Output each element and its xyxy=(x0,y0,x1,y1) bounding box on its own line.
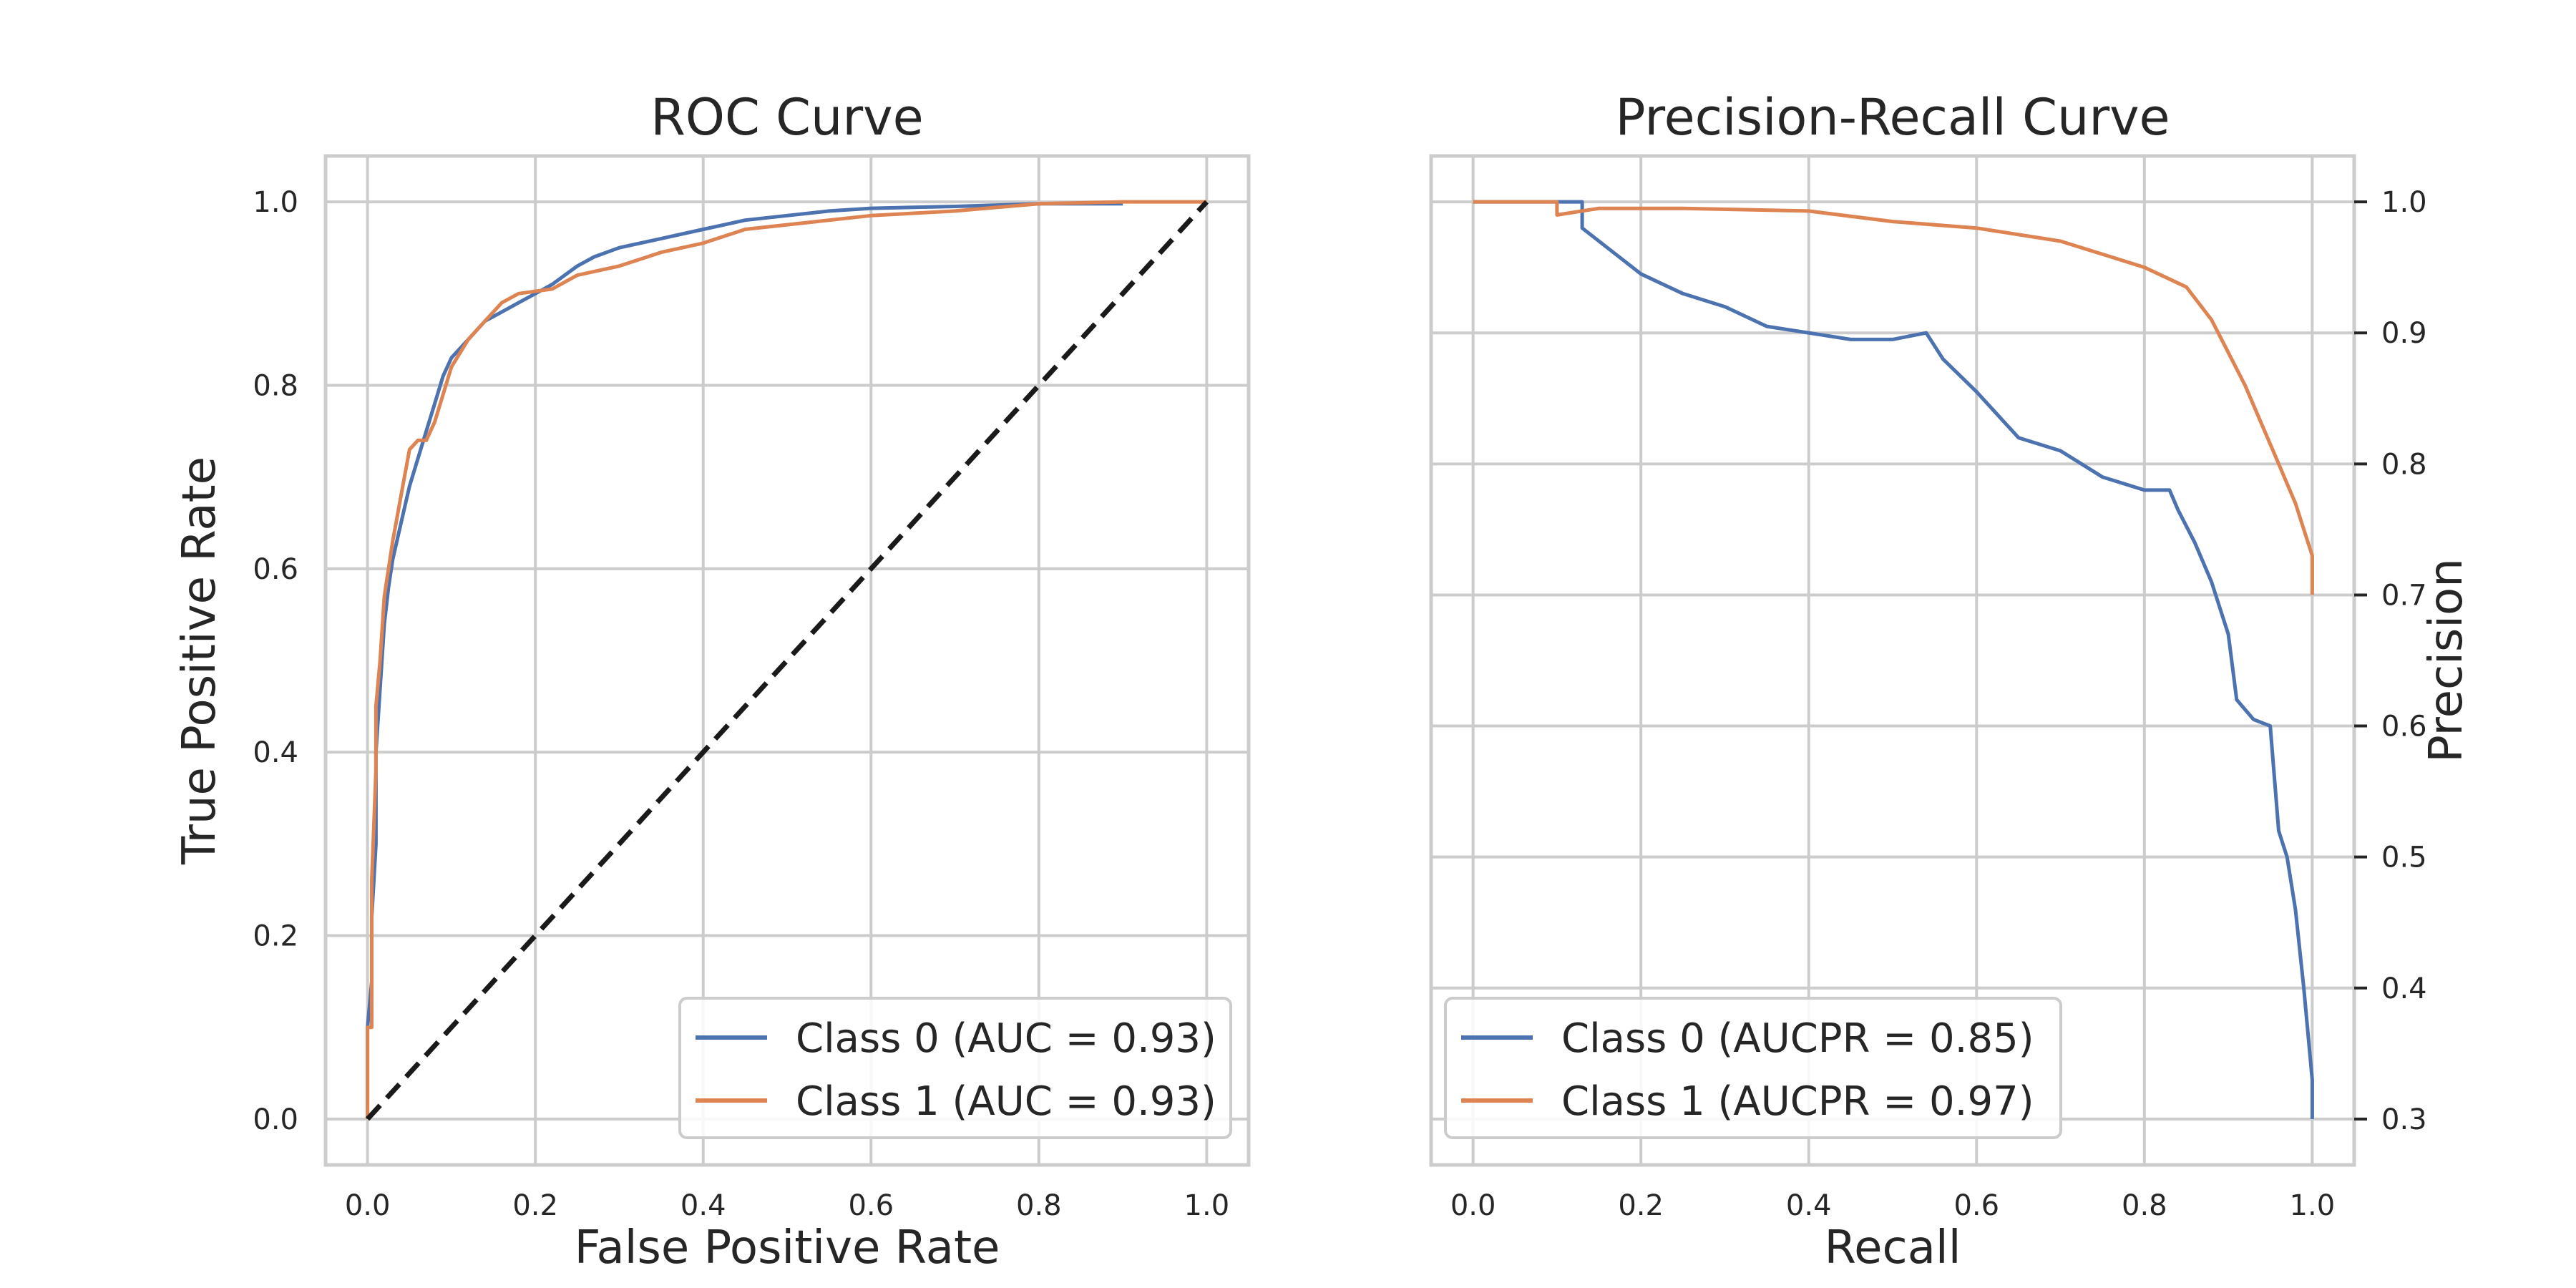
pr-y-tick-label: 0.3 xyxy=(2381,1103,2427,1136)
pr-y-tick-label: 0.8 xyxy=(2381,448,2427,481)
roc-x-axis-label: False Positive Rate xyxy=(575,1221,1000,1274)
roc-y-tick-label: 0.4 xyxy=(253,736,298,769)
pr-x-axis-label: Recall xyxy=(1825,1221,1961,1274)
roc-series xyxy=(366,200,1209,1121)
roc-series-diagonal-reference xyxy=(366,200,1209,1121)
roc-grid xyxy=(326,156,1249,1165)
roc-x-tick-label: 0.4 xyxy=(680,1189,726,1222)
roc-x-tick-label: 1.0 xyxy=(1184,1189,1230,1222)
pr-x-tick-label: 0.2 xyxy=(1618,1189,1664,1222)
pr-y-tick-label: 0.7 xyxy=(2381,579,2427,612)
pr-y-tick-label: 0.5 xyxy=(2381,841,2427,874)
roc-x-tick-label: 0.0 xyxy=(345,1189,391,1222)
roc-x-tick-label: 0.6 xyxy=(848,1189,894,1222)
pr-y-tick-label: 0.9 xyxy=(2381,317,2427,350)
roc-y-axis-label: True Positive Rate xyxy=(173,457,226,865)
pr-x-tick-label: 0.0 xyxy=(1450,1189,1496,1222)
pr-x-tick-label: 0.6 xyxy=(1953,1189,1999,1222)
pr-y-axis-label: Precision xyxy=(2420,558,2473,763)
pr-x-tick-label: 1.0 xyxy=(2290,1189,2336,1222)
pr-series-class-0-aucpr-0-85 xyxy=(1473,200,2314,1119)
pr-ticks: 0.0 0.2 0.4 0.6 0.8 1.0 0.3 0.4 0.5 0.6 0.7 0.8 0.9 1… xyxy=(1450,186,2427,1222)
roc-x-tick-label: 0.8 xyxy=(1016,1189,1062,1222)
pr-legend-label-class-0: Class 0 (AUCPR = 0.85) xyxy=(1561,1015,2034,1062)
pr-legend-label-class-1: Class 1 (AUCPR = 0.97) xyxy=(1561,1078,2034,1125)
roc-legend-box xyxy=(678,997,1232,1139)
pr-legend: Class 0 (AUCPR = 0.85) Class 1 (AUCPR = … xyxy=(1444,997,2062,1139)
pr-x-tick-label: 0.4 xyxy=(1786,1189,1832,1222)
roc-series-class-0-auc-0-93 xyxy=(366,202,1123,1119)
pr-series xyxy=(1473,200,2314,1119)
pr-x-tick-label: 0.8 xyxy=(2122,1189,2167,1222)
pr-y-tick-label: 1.0 xyxy=(2381,186,2427,219)
roc-title: ROC Curve xyxy=(650,88,923,147)
roc-plot-frame xyxy=(323,154,1251,1167)
roc-series-class-1-auc-0-93 xyxy=(366,200,1207,1119)
roc-y-tick-label: 0.8 xyxy=(253,369,298,402)
pr-title: Precision-Recall Curve xyxy=(1615,88,2170,147)
pr-series-class-1-aucpr-0-97 xyxy=(1473,200,2314,595)
roc-legend-label-class-0: Class 0 (AUC = 0.93) xyxy=(796,1015,1216,1062)
roc-y-tick-label: 0.2 xyxy=(253,920,298,953)
pr-y-tick-label: 0.6 xyxy=(2381,711,2427,743)
pr-legend-box xyxy=(1444,997,2062,1139)
pr-y-tick-label: 0.4 xyxy=(2381,972,2427,1005)
pr-chart-panel: 0.0 0.2 0.4 0.6 0.8 1.0 0.3 0.4 0.5 0.6 0.7 0.8 0.9 1… xyxy=(1429,88,2473,1274)
roc-y-tick-label: 0.6 xyxy=(253,553,298,586)
pr-plot-frame xyxy=(1429,154,2356,1167)
roc-x-tick-label: 0.2 xyxy=(512,1189,558,1222)
roc-chart-panel: 0.0 0.2 0.4 0.6 0.8 1.0 0.0 0.2 0.4 0.6 0.8 1.0 ROC… xyxy=(173,88,1251,1274)
roc-y-tick-label: 1.0 xyxy=(253,186,298,219)
roc-y-tick-label: 0.0 xyxy=(253,1103,298,1136)
roc-legend-label-class-1: Class 1 (AUC = 0.93) xyxy=(796,1078,1216,1125)
roc-legend: Class 0 (AUC = 0.93) Class 1 (AUC = 0.93… xyxy=(678,997,1232,1139)
roc-ticks: 0.0 0.2 0.4 0.6 0.8 1.0 0.0 0.2 0.4 0.6 0.8 1.0 xyxy=(253,186,1229,1222)
